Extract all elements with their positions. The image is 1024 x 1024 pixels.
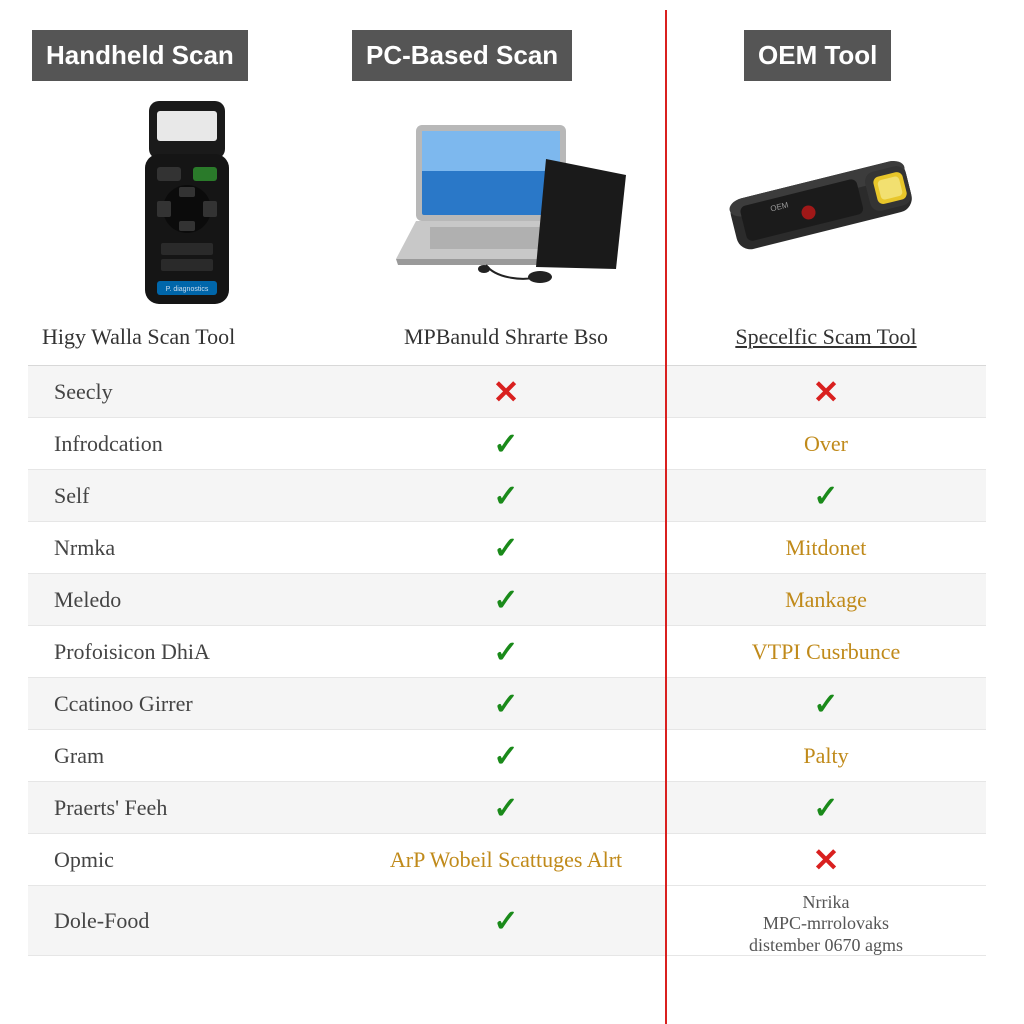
table-cell: ✓ (346, 730, 666, 782)
table-cell: ✕ (346, 366, 666, 418)
table-cell: VTPI Cusrbunce (666, 626, 986, 678)
check-icon: ✓ (493, 687, 518, 722)
subtitle-2: MPBanuld Shrarte Bso (346, 314, 666, 366)
row-label: Self (28, 470, 346, 522)
row-label: Infrodcation (28, 418, 346, 470)
table-cell: ✓ (346, 678, 666, 730)
oem-dongle-icon: OEM (711, 154, 941, 254)
table-cell: ✓ (346, 522, 666, 574)
header-cell-2: PC-Based Scan (346, 30, 666, 94)
check-icon: ✓ (813, 687, 838, 722)
svg-text:P. diagnostics: P. diagnostics (166, 286, 209, 293)
row-label: Opmic (28, 834, 346, 886)
table-cell: ArP Wobeil Scattuges Alrt (346, 834, 666, 886)
check-icon: ✓ (493, 635, 518, 670)
check-icon: ✓ (493, 479, 518, 514)
cross-icon: ✕ (813, 373, 840, 411)
table-cell: Over (666, 418, 986, 470)
row-label: Dole-Food (28, 886, 346, 956)
check-icon: ✓ (493, 583, 518, 618)
table-cell: ✓ (346, 418, 666, 470)
table-cell: Mankage (666, 574, 986, 626)
header-cell-3: OEM Tool (666, 30, 986, 94)
table-cell: ✓ (666, 782, 986, 834)
check-icon: ✓ (493, 791, 518, 826)
table-cell: ✓ (666, 470, 986, 522)
handheld-scanner-icon: P. diagnostics (127, 99, 247, 309)
column-divider (665, 10, 667, 1024)
row-label: Profoisicon DhiA (28, 626, 346, 678)
subtitle-3: Specelfic Scam Tool (666, 314, 986, 366)
row-label: Meledo (28, 574, 346, 626)
table-cell: ✓ (666, 678, 986, 730)
row-label: Ccatinoo Girrer (28, 678, 346, 730)
grid: Handheld Scan PC-Based Scan OEM Tool (28, 30, 986, 956)
image-cell-handheld: P. diagnostics (28, 94, 346, 314)
table-cell: ✓ (346, 470, 666, 522)
image-cell-oem: OEM (666, 94, 986, 314)
cross-icon: ✕ (493, 373, 520, 411)
table-cell: Palty (666, 730, 986, 782)
table-cell: ✓ (346, 626, 666, 678)
tab-oem: OEM Tool (744, 30, 891, 81)
check-icon: ✓ (813, 479, 838, 514)
check-icon: ✓ (493, 904, 518, 939)
table-cell: ✓ (346, 782, 666, 834)
table-cell: ✕ (666, 366, 986, 418)
header-cell-1: Handheld Scan (28, 30, 346, 94)
table-cell: ✓ (346, 574, 666, 626)
row-label: Nrmka (28, 522, 346, 574)
row-label: Praerts' Feeh (28, 782, 346, 834)
tab-pc-based: PC-Based Scan (352, 30, 572, 81)
row-label: Gram (28, 730, 346, 782)
table-cell: ✕ (666, 834, 986, 886)
comparison-table: Handheld Scan PC-Based Scan OEM Tool (0, 0, 1024, 1024)
row-label: Seecly (28, 366, 346, 418)
image-cell-laptop (346, 94, 666, 314)
check-icon: ✓ (493, 739, 518, 774)
table-cell: Mitdonet (666, 522, 986, 574)
table-cell: ✓ (346, 886, 666, 956)
cross-icon: ✕ (813, 841, 840, 879)
check-icon: ✓ (493, 427, 518, 462)
laptop-pc-icon (376, 119, 636, 289)
tab-handheld: Handheld Scan (32, 30, 248, 81)
check-icon: ✓ (813, 791, 838, 826)
subtitle-1: Higy Walla Scan Tool (28, 314, 346, 366)
footnote: NrrikaMPC-mrrolovaksdistember 0670 agms (666, 886, 986, 956)
check-icon: ✓ (493, 531, 518, 566)
